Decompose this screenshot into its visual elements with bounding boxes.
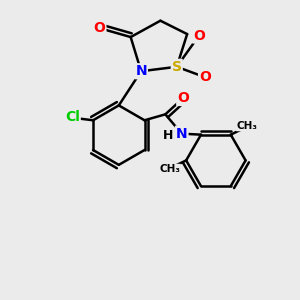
Text: N: N <box>176 127 188 141</box>
Text: O: O <box>177 91 189 105</box>
Text: O: O <box>199 70 211 84</box>
Text: N: N <box>135 64 147 78</box>
Text: Cl: Cl <box>65 110 80 124</box>
Text: O: O <box>193 28 205 43</box>
Text: CH₃: CH₃ <box>237 121 258 131</box>
Text: H: H <box>163 129 173 142</box>
Text: O: O <box>94 21 105 35</box>
Text: S: S <box>172 60 182 74</box>
Text: CH₃: CH₃ <box>159 164 180 174</box>
